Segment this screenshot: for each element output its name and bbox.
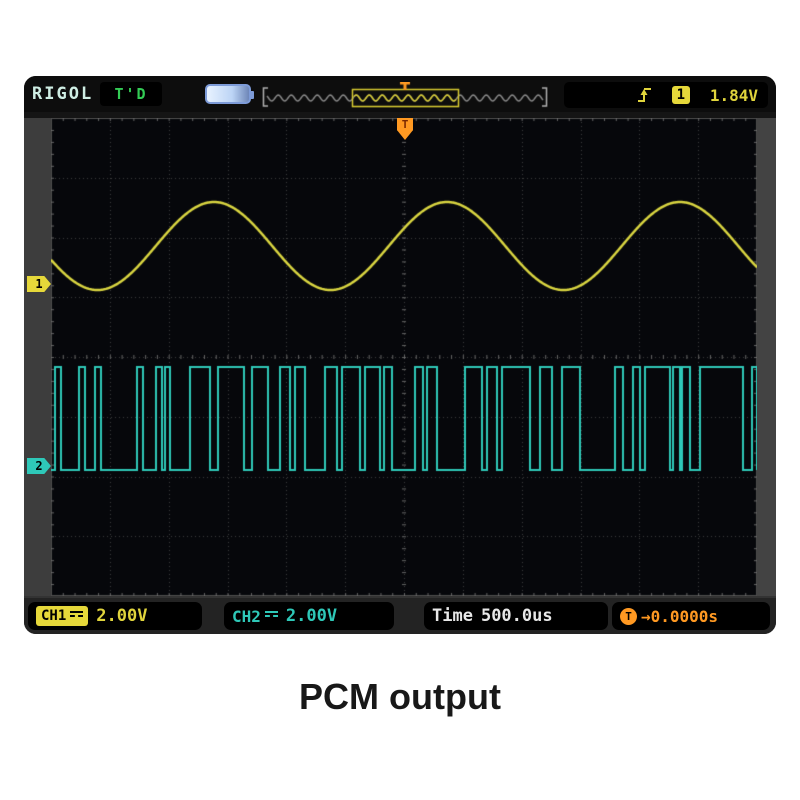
right-bezel <box>757 118 776 596</box>
ch1-label: CH1 <box>41 608 67 624</box>
oscilloscope-screen: RIGOL T'D 1 1.84V 1 2 T CH1 2.00V <box>24 76 776 634</box>
dc-coupling-icon <box>70 610 84 622</box>
figure-caption: PCM output <box>299 676 501 717</box>
bottom-status-bar: CH1 2.00V CH2 2.00V Time 500.0us T →0.00… <box>24 596 776 634</box>
ch2-scale-value: 2.00V <box>285 606 338 626</box>
battery-icon <box>205 84 254 104</box>
scope-canvas <box>51 118 757 596</box>
ch1-scale-box: CH1 2.00V <box>28 602 202 630</box>
horizontal-position-indicator <box>262 82 548 108</box>
timebase-label: Time <box>432 606 473 626</box>
ch2-label: CH2 <box>232 606 261 626</box>
top-status-bar: RIGOL T'D 1 1.84V <box>24 76 776 112</box>
rigol-logo: RIGOL <box>32 84 94 104</box>
trigger-offset-icon: T <box>620 607 637 625</box>
trigger-position-marker: T <box>397 118 413 140</box>
trigger-offset-box: T →0.0000s <box>612 602 770 630</box>
rising-edge-trigger-icon <box>637 88 651 102</box>
ch1-badge: CH1 <box>36 606 89 626</box>
left-bezel <box>24 118 51 596</box>
ch2-ground-marker: 2 <box>27 458 51 474</box>
timebase-value: 500.0us <box>480 606 553 626</box>
ch1-ground-marker: 1 <box>27 276 51 292</box>
trigger-offset-value: →0.0000s <box>641 606 719 626</box>
trigger-status-badge: T'D <box>100 82 162 106</box>
ch2-scale-box: CH2 2.00V <box>224 602 394 630</box>
trigger-level-value: 1.84V <box>709 85 758 105</box>
ch1-scale-value: 2.00V <box>96 606 148 626</box>
timebase-box: Time 500.0us <box>424 602 608 630</box>
dc-coupling-icon <box>264 610 278 622</box>
trigger-channel-badge: 1 <box>671 86 690 104</box>
trigger-info-box: 1 1.84V <box>564 82 768 108</box>
